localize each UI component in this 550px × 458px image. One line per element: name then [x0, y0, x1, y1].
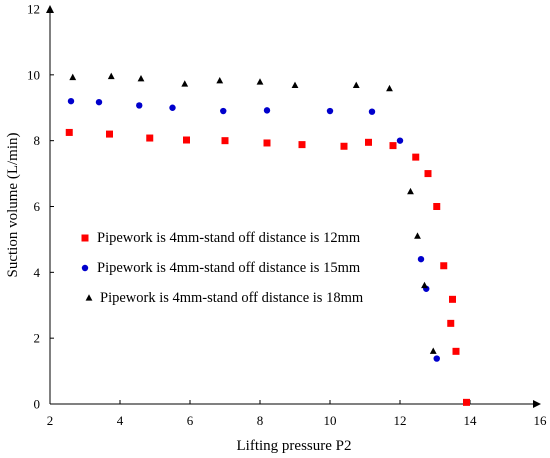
series-3 — [69, 72, 437, 354]
data-point-triangle — [256, 78, 264, 85]
data-point-circle — [326, 107, 334, 115]
data-point-square — [449, 295, 456, 303]
y-tick-label: 12 — [27, 2, 40, 17]
legend: Pipework is 4mm-stand off distance is 12… — [81, 230, 364, 306]
data-point-square — [221, 137, 229, 145]
data-point-triangle — [216, 76, 224, 84]
data-point-square — [106, 130, 113, 138]
data-point-square — [340, 142, 348, 150]
data-point-triangle — [107, 72, 115, 80]
data-point-circle — [95, 98, 103, 106]
data-point-circle — [220, 107, 227, 115]
data-point-circle — [368, 108, 376, 115]
y-tick-label: 6 — [34, 199, 41, 214]
data-point-triangle — [407, 187, 414, 195]
x-tick-label: 8 — [257, 413, 264, 428]
data-point-square — [433, 203, 441, 210]
x-tick-label: 12 — [394, 413, 407, 428]
data-point-triangle — [414, 232, 421, 239]
x-tick-label: 4 — [117, 413, 124, 428]
data-point-square — [298, 141, 306, 149]
series-2 — [67, 97, 440, 362]
data-point-square — [447, 319, 455, 327]
data-point-circle — [136, 102, 143, 109]
data-point-triangle — [429, 347, 437, 354]
data-point-circle — [417, 255, 425, 263]
data-point-square — [263, 139, 271, 147]
series-1 — [65, 128, 470, 406]
legend-item: Pipework is 4mm-stand off distance is 12… — [81, 230, 361, 246]
data-point-square — [183, 136, 190, 144]
y-axis: 0 2 4 6 8 10 12 — [27, 2, 54, 412]
data-point-square — [389, 142, 397, 150]
data-point-triangle — [291, 81, 299, 88]
y-axis-title: Suction volume (L/min) — [5, 133, 21, 278]
legend-label: Pipework is 4mm-stand off distance is 15… — [97, 260, 361, 276]
data-point-triangle — [352, 81, 360, 88]
legend-label: Pipework is 4mm-stand off distance is 12… — [97, 230, 361, 246]
y-tick-label: 10 — [27, 67, 40, 82]
data-point-square — [440, 262, 448, 270]
y-tick-label: 2 — [34, 331, 41, 346]
data-point-triangle — [181, 80, 189, 87]
data-point-triangle — [386, 84, 393, 92]
legend-label: Pipework is 4mm-stand off distance is 18… — [100, 290, 364, 306]
data-point-triangle — [137, 74, 145, 82]
x-axis-arrow — [533, 400, 541, 408]
data-point-circle — [169, 104, 176, 111]
x-tick-label: 10 — [324, 413, 337, 428]
legend-item: Pipework is 4mm-stand off distance is 18… — [85, 290, 364, 306]
x-tick-label: 6 — [187, 413, 194, 428]
data-point-square — [146, 134, 154, 142]
x-tick-label: 2 — [47, 413, 54, 428]
data-point-square — [452, 347, 460, 355]
data-point-circle — [67, 97, 75, 105]
data-point-square — [463, 398, 470, 406]
y-axis-arrow — [46, 5, 54, 13]
x-axis: 2 4 6 8 10 12 14 16 — [47, 400, 547, 428]
data-point-triangle — [69, 73, 77, 81]
data-point-square — [412, 153, 420, 161]
data-point-circle — [433, 355, 440, 362]
data-point-square — [424, 170, 432, 178]
data-point-triangle — [421, 281, 428, 289]
data-point-square — [65, 128, 73, 136]
y-tick-label: 4 — [34, 265, 41, 280]
x-tick-label: 14 — [464, 413, 478, 428]
data-point-square — [365, 138, 372, 146]
legend-item: Pipework is 4mm-stand off distance is 15… — [81, 260, 361, 276]
y-tick-label: 0 — [34, 397, 41, 412]
data-point-circle — [263, 107, 271, 114]
y-tick-label: 8 — [34, 133, 41, 148]
x-tick-label: 16 — [534, 413, 548, 428]
legend-marker-circle — [81, 264, 89, 272]
legend-marker-triangle — [85, 294, 93, 301]
data-points — [65, 72, 470, 406]
data-point-circle — [396, 137, 404, 144]
legend-marker-square — [81, 234, 89, 242]
x-axis-title: Lifting pressure P2 — [237, 438, 352, 454]
